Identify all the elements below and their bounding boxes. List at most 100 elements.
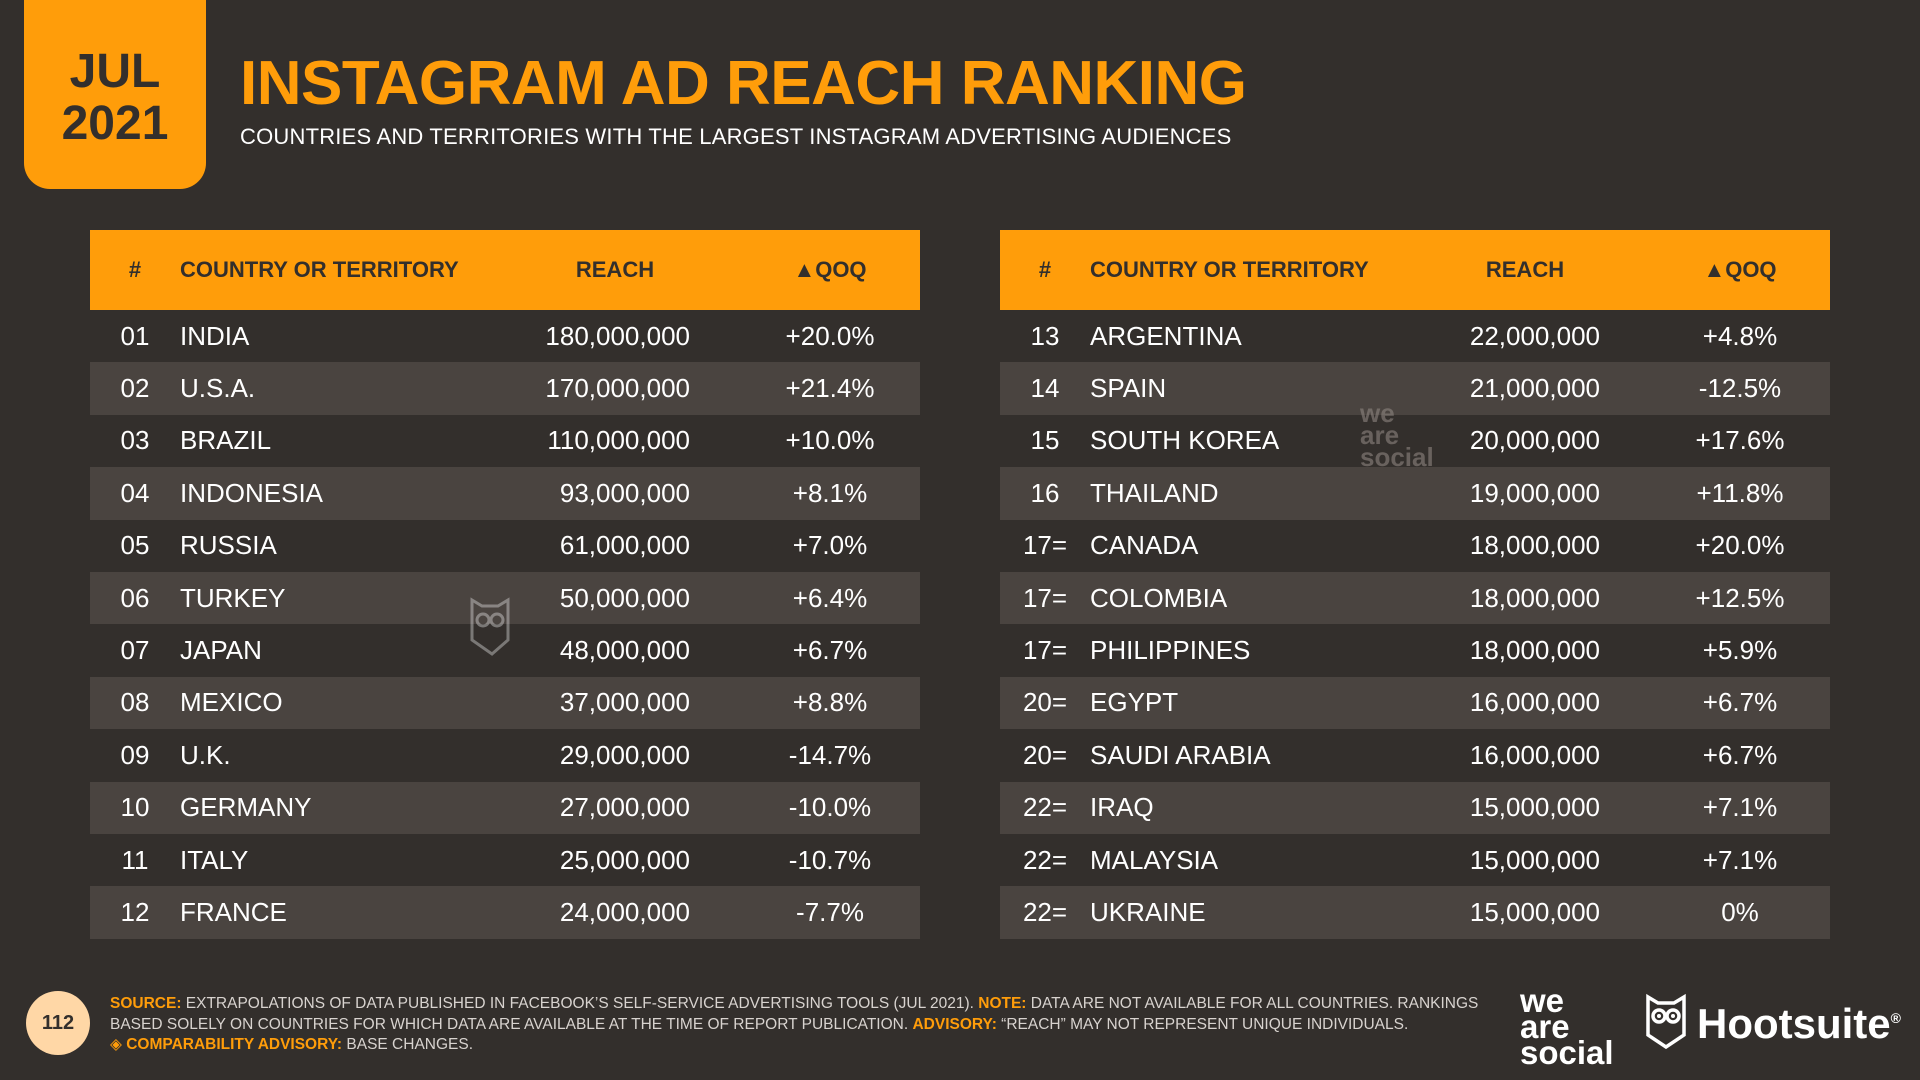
header-reach: REACH	[575, 257, 655, 282]
reach-cell: 16,000,000	[1469, 739, 1600, 770]
rank-cell: 12	[120, 896, 150, 927]
table-row: 15 SOUTH KOREA 20,000,000 +17.6%	[1000, 415, 1830, 467]
country-cell: TURKEY	[180, 582, 286, 613]
table-row: 07 JAPAN 48,000,000 +6.7%	[90, 624, 920, 676]
table-row: 22= IRAQ 15,000,000 +7.1%	[1000, 781, 1830, 834]
date-month: JUL	[69, 44, 161, 98]
qoq-cell: +8.8%	[792, 687, 868, 718]
ranking-table-right: # COUNTRY OR TERRITORY REACH ▲QOQ 13 ARGE…	[1000, 230, 1830, 939]
qoq-cell: +5.9%	[1702, 635, 1778, 666]
reach-cell: 15,000,000	[1469, 844, 1600, 875]
date-year: 2021	[61, 96, 169, 150]
country-cell: ITALY	[180, 844, 249, 875]
table-header-row: # COUNTRY OR TERRITORY REACH ▲QOQ	[1000, 230, 1830, 310]
reach-cell: 24,000,000	[559, 896, 690, 927]
comparability-text: BASE CHANGES.	[342, 1036, 474, 1053]
reach-cell: 21,000,000	[1469, 373, 1600, 404]
reach-cell: 180,000,000	[545, 320, 690, 351]
qoq-cell: -12.5%	[1698, 373, 1782, 404]
header-country: COUNTRY OR TERRITORY	[180, 257, 459, 282]
ranking-table-left: # COUNTRY OR TERRITORY REACH ▲QOQ 01 INDI…	[90, 230, 920, 939]
qoq-cell: +6.7%	[1702, 687, 1778, 718]
reach-cell: 15,000,000	[1469, 792, 1600, 823]
country-cell: GERMANY	[180, 792, 312, 823]
table-row: 11 ITALY 25,000,000 -10.7%	[90, 834, 920, 886]
qoq-cell: +10.0%	[785, 425, 875, 456]
qoq-cell: -10.0%	[788, 792, 872, 823]
watermark-line: are	[1360, 420, 1400, 450]
country-cell: SOUTH KOREA	[1090, 425, 1280, 456]
qoq-cell: +20.0%	[1695, 530, 1785, 561]
page-number-badge: 112	[26, 991, 90, 1055]
reach-cell: 61,000,000	[559, 530, 690, 561]
rank-cell: 17=	[1022, 635, 1068, 666]
table-row: 06 TURKEY 50,000,000 +6.4%	[90, 571, 920, 625]
rank-cell: 06	[120, 582, 150, 613]
rank-cell: 09	[120, 739, 150, 770]
table-header-row: # COUNTRY OR TERRITORY REACH ▲QOQ	[90, 230, 920, 310]
rank-cell: 01	[120, 320, 150, 351]
rank-cell: 20=	[1022, 687, 1068, 718]
country-cell: COLOMBIA	[1090, 582, 1228, 613]
note-text: DATA ARE NOT AVAILABLE FOR ALL COUNTRIES…	[110, 995, 1479, 1033]
hootsuite-owl-icon	[1645, 993, 1687, 1054]
advisory-text: “REACH” MAY NOT REPRESENT UNIQUE INDIVID…	[996, 1015, 1409, 1033]
country-cell: PHILIPPINES	[1090, 635, 1251, 666]
country-cell: MALAYSIA	[1090, 844, 1219, 875]
reach-cell: 18,000,000	[1469, 635, 1600, 666]
country-cell: IRAQ	[1090, 792, 1154, 823]
rank-cell: 20=	[1022, 739, 1068, 770]
table-row: 16 THAILAND 19,000,000 +11.8%	[1000, 467, 1830, 520]
table-row: 03 BRAZIL 110,000,000 +10.0%	[90, 415, 920, 467]
country-cell: ARGENTINA	[1090, 320, 1242, 351]
reach-cell: 37,000,000	[559, 687, 690, 718]
reach-cell: 27,000,000	[559, 792, 690, 823]
rank-cell: 10	[120, 792, 150, 823]
hootsuite-logo: Hootsuite®	[1645, 993, 1901, 1054]
qoq-cell: +17.6%	[1695, 425, 1785, 456]
rank-cell: 17=	[1022, 582, 1068, 613]
watermark-line: social	[1360, 442, 1434, 472]
qoq-cell: +12.5%	[1695, 582, 1785, 613]
reach-cell: 25,000,000	[559, 844, 690, 875]
table-row: 20= EGYPT 16,000,000 +6.7%	[1000, 676, 1830, 730]
table-row: 17= COLOMBIA 18,000,000 +12.5%	[1000, 571, 1830, 625]
rank-cell: 22=	[1022, 844, 1068, 875]
table-row: 14 SPAIN 21,000,000 -12.5%	[1000, 362, 1830, 415]
country-cell: SPAIN	[1090, 373, 1167, 404]
right-table-body: 13 ARGENTINA 22,000,000 +4.8% 14 SPAIN 21,000…	[1000, 310, 1830, 939]
rank-cell: 02	[120, 373, 150, 404]
reach-cell: 16,000,000	[1469, 687, 1600, 718]
country-cell: FRANCE	[180, 896, 287, 927]
table-row: 17= CANADA 18,000,000 +20.0%	[1000, 520, 1830, 572]
country-cell: SAUDI ARABIA	[1090, 739, 1271, 770]
reach-cell: 19,000,000	[1469, 477, 1600, 508]
rank-cell: 17=	[1022, 530, 1068, 561]
table-row: 13 ARGENTINA 22,000,000 +4.8%	[1000, 310, 1830, 362]
reach-cell: 110,000,000	[547, 425, 690, 456]
source-label: SOURCE:	[110, 995, 182, 1012]
we-are-social-logo: we are social	[1520, 984, 1614, 1069]
country-cell: U.S.A.	[180, 373, 256, 404]
reach-cell: 50,000,000	[559, 582, 690, 613]
rank-cell: 14	[1030, 373, 1060, 404]
country-cell: THAILAND	[1090, 477, 1219, 508]
qoq-cell: +11.8%	[1696, 477, 1784, 508]
header-num: #	[1038, 257, 1052, 282]
left-table-body: 01 INDIA 180,000,000 +20.0% 02 U.S.A. 170,000…	[90, 310, 920, 939]
owl-watermark-icon	[468, 594, 512, 656]
table-row: 04 INDONESIA 93,000,000 +8.1%	[90, 467, 920, 520]
country-cell: EGYPT	[1090, 687, 1179, 718]
rank-cell: 22=	[1022, 896, 1068, 927]
qoq-cell: -14.7%	[788, 739, 872, 770]
qoq-cell: -7.7%	[796, 896, 864, 927]
rank-cell: 16	[1030, 477, 1060, 508]
qoq-cell: +6.7%	[1702, 739, 1778, 770]
advisory-label: ADVISORY:	[912, 1015, 997, 1033]
country-cell: JAPAN	[180, 635, 262, 666]
rank-cell: 04	[120, 477, 150, 508]
table-row: 10 GERMANY 27,000,000 -10.0%	[90, 781, 920, 834]
country-cell: RUSSIA	[180, 530, 277, 561]
reach-cell: 48,000,000	[559, 635, 690, 666]
qoq-cell: 0%	[1721, 896, 1759, 927]
